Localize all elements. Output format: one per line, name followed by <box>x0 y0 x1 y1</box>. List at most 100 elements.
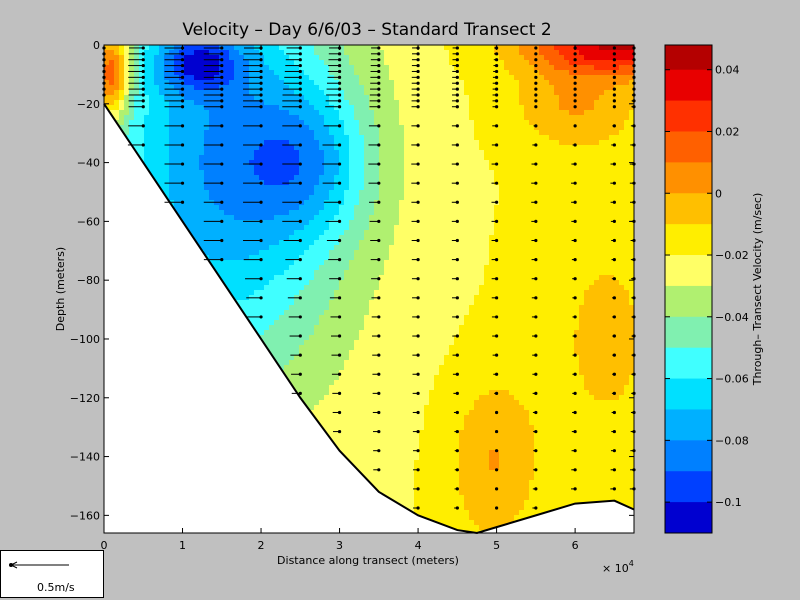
contour-cell <box>354 175 360 181</box>
contour-cell <box>289 140 295 146</box>
contour-cell <box>249 65 255 71</box>
contour-cell <box>624 235 630 241</box>
contour-cell <box>164 155 170 161</box>
contour-cell <box>489 250 495 256</box>
contour-cell <box>409 235 415 241</box>
contour-cell <box>579 255 585 261</box>
contour-cell <box>474 70 480 76</box>
contour-cell <box>289 70 295 76</box>
contour-cell <box>449 50 455 56</box>
contour-cell <box>619 240 625 246</box>
contour-cell <box>549 245 555 251</box>
contour-cell <box>624 110 630 116</box>
contour-cell <box>624 140 630 146</box>
contour-cell <box>389 250 395 256</box>
contour-cell <box>519 220 525 226</box>
contour-cell <box>509 100 515 106</box>
contour-cell <box>314 230 320 236</box>
contour-cell <box>514 220 520 226</box>
contour-cell <box>599 175 605 181</box>
contour-cell <box>259 110 265 116</box>
contour-cell <box>479 95 485 101</box>
contour-cell <box>474 85 480 91</box>
contour-cell <box>349 160 355 166</box>
contour-cell <box>279 260 285 266</box>
contour-cell <box>464 275 470 281</box>
contour-cell <box>439 50 445 56</box>
contour-cell <box>554 60 560 66</box>
contour-cell <box>369 185 375 191</box>
contour-cell <box>184 145 190 151</box>
contour-cell <box>199 135 205 141</box>
contour-cell <box>319 45 325 51</box>
contour-cell <box>624 75 630 81</box>
contour-cell <box>394 120 400 126</box>
contour-cell <box>309 60 315 66</box>
contour-cell <box>504 150 510 156</box>
contour-cell <box>184 170 190 176</box>
contour-cell <box>569 245 575 251</box>
contour-cell <box>194 165 200 171</box>
contour-cell <box>554 240 560 246</box>
contour-cell <box>404 50 410 56</box>
contour-cell <box>299 260 305 266</box>
contour-cell <box>234 195 240 201</box>
contour-cell <box>474 235 480 241</box>
contour-cell <box>519 230 525 236</box>
contour-cell <box>219 185 225 191</box>
contour-cell <box>194 145 200 151</box>
contour-cell <box>394 210 400 216</box>
contour-cell <box>374 230 380 236</box>
contour-cell <box>239 205 245 211</box>
contour-cell <box>499 250 505 256</box>
contour-cell <box>239 135 245 141</box>
contour-cell <box>194 85 200 91</box>
contour-cell <box>244 165 250 171</box>
contour-cell <box>619 185 625 191</box>
contour-cell <box>359 125 365 131</box>
contour-cell <box>264 120 270 126</box>
contour-cell <box>529 125 535 131</box>
contour-cell <box>104 95 110 101</box>
contour-cell <box>464 255 470 261</box>
contour-cell <box>364 220 370 226</box>
contour-cell <box>594 80 600 86</box>
contour-cell <box>524 160 530 166</box>
contour-cell <box>219 195 225 201</box>
contour-cell <box>429 50 435 56</box>
contour-cell <box>449 145 455 151</box>
contour-cell <box>399 135 405 141</box>
contour-cell <box>134 85 140 91</box>
contour-cell <box>404 215 410 221</box>
contour-cell <box>564 250 570 256</box>
contour-cell <box>574 240 580 246</box>
contour-cell <box>204 225 210 231</box>
contour-cell <box>239 80 245 86</box>
contour-cell <box>609 145 615 151</box>
contour-cell <box>534 215 540 221</box>
contour-cell <box>404 175 410 181</box>
contour-cell <box>544 100 550 106</box>
contour-cell <box>264 90 270 96</box>
contour-cell <box>394 240 400 246</box>
contour-cell <box>254 135 260 141</box>
contour-cell <box>569 130 575 136</box>
contour-cell <box>439 230 445 236</box>
contour-cell <box>224 90 230 96</box>
contour-cell <box>529 145 535 151</box>
contour-cell <box>539 200 545 206</box>
contour-cell <box>364 85 370 91</box>
contour-cell <box>554 105 560 111</box>
contour-cell <box>334 50 340 56</box>
contour-cell <box>594 75 600 81</box>
contour-cell <box>294 245 300 251</box>
contour-cell <box>534 150 540 156</box>
contour-cell <box>129 90 135 96</box>
contour-cell <box>119 110 125 116</box>
contour-cell <box>269 140 275 146</box>
contour-cell <box>439 255 445 261</box>
contour-cell <box>344 50 350 56</box>
contour-cell <box>179 65 185 71</box>
contour-cell <box>559 275 565 281</box>
contour-cell <box>554 245 560 251</box>
